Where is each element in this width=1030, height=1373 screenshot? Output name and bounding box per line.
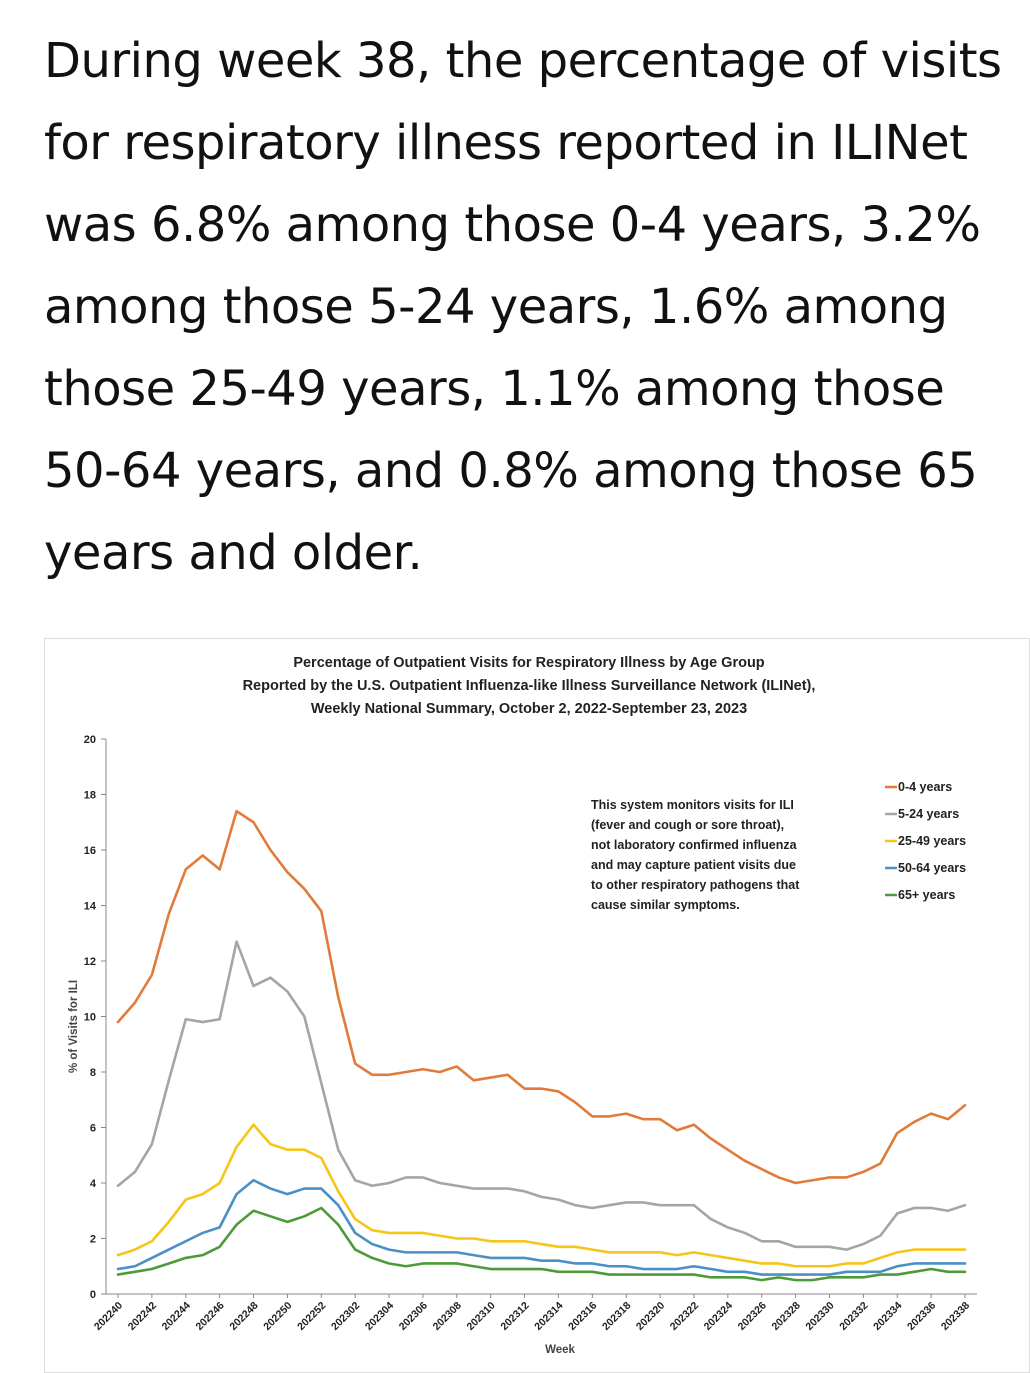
- x-axis-ticks: 202240 202242 202244 202246 202248 202250 2022…: [92, 1294, 972, 1333]
- legend-entry: 25-49 years: [898, 834, 966, 848]
- chart-title-line: Percentage of Outpatient Visits for Resp…: [293, 655, 764, 671]
- y-axis-label: % of Visits for ILI: [68, 980, 80, 1073]
- series-line-0-4-years: [116, 809, 967, 1185]
- x-tick-label: 202308: [431, 1300, 464, 1333]
- x-tick-label: 202304: [363, 1300, 396, 1333]
- y-tick-label: 2: [90, 1234, 96, 1246]
- y-tick-label: 18: [84, 790, 96, 802]
- x-tick-label: 202246: [193, 1300, 226, 1333]
- x-axis-label: Week: [545, 1344, 575, 1356]
- x-tick-label: 202310: [465, 1300, 498, 1333]
- chart-title: Percentage of Outpatient Visits for Resp…: [243, 655, 816, 717]
- chart-legend: 0-4 years 5-24 years 25-49 years 50-64 year…: [885, 780, 966, 902]
- chart-note-line: This system monitors visits for ILI: [591, 798, 794, 812]
- chart-note-line: cause similar symptoms.: [591, 898, 740, 912]
- chart-note-line: not laboratory confirmed influenza: [591, 838, 798, 852]
- x-tick-label: 202332: [837, 1300, 870, 1333]
- series-line-5-24-years: [116, 940, 967, 1251]
- legend-entry: 5-24 years: [898, 807, 959, 821]
- series-line-25-49-years: [116, 1123, 967, 1268]
- x-tick-label: 202320: [634, 1300, 667, 1333]
- x-tick-label: 202334: [871, 1300, 904, 1333]
- x-tick-label: 202338: [939, 1300, 972, 1333]
- chart-note-line: (fever and cough or sore throat),: [591, 818, 784, 832]
- legend-entry: 50-64 years: [898, 861, 966, 875]
- x-tick-label: 202336: [905, 1300, 938, 1333]
- x-tick-label: 202248: [227, 1300, 260, 1333]
- y-tick-label: 14: [84, 901, 97, 913]
- x-tick-label: 202322: [668, 1300, 701, 1333]
- x-tick-label: 202242: [126, 1300, 159, 1333]
- chart-title-line: Reported by the U.S. Outpatient Influenz…: [243, 678, 816, 694]
- chart-panel: Percentage of Outpatient Visits for Resp…: [44, 638, 1030, 1373]
- x-tick-label: 202326: [736, 1300, 769, 1333]
- x-tick-label: 202302: [329, 1300, 362, 1333]
- y-tick-label: 4: [90, 1178, 97, 1190]
- y-tick-label: 10: [84, 1012, 96, 1024]
- x-tick-label: 202318: [600, 1300, 633, 1333]
- x-tick-label: 202312: [498, 1300, 531, 1333]
- x-tick-label: 202330: [803, 1300, 836, 1333]
- x-tick-label: 202244: [160, 1300, 193, 1333]
- x-tick-label: 202250: [261, 1300, 294, 1333]
- chart-note-line: to other respiratory pathogens that: [591, 878, 800, 892]
- headline-text: During week 38, the percentage of visits…: [44, 33, 1002, 581]
- series-line-65-years: [116, 1206, 967, 1282]
- legend-entry: 0-4 years: [898, 780, 952, 794]
- y-tick-label: 20: [84, 734, 96, 746]
- x-tick-label: 202314: [532, 1300, 565, 1333]
- x-tick-label: 202306: [397, 1300, 430, 1333]
- ili-line-chart: Percentage of Outpatient Visits for Resp…: [68, 655, 977, 1356]
- y-tick-label: 6: [90, 1123, 96, 1135]
- chart-series: [116, 809, 967, 1282]
- chart-title-line: Weekly National Summary, October 2, 2022…: [311, 701, 747, 717]
- legend-entry: 65+ years: [898, 888, 955, 902]
- x-tick-label: 202252: [295, 1300, 328, 1333]
- y-tick-label: 0: [90, 1289, 96, 1301]
- y-axis-ticks: 0 2 4 6 8 10 12 14 16 18 20: [84, 734, 106, 1301]
- x-tick-label: 202316: [566, 1300, 599, 1333]
- y-tick-label: 8: [90, 1067, 96, 1079]
- y-tick-label: 16: [84, 845, 96, 857]
- chart-note: This system monitors visits for ILI (feve…: [591, 798, 800, 912]
- x-tick-label: 202240: [92, 1300, 125, 1333]
- x-tick-label: 202324: [702, 1300, 735, 1333]
- y-tick-label: 12: [84, 956, 96, 968]
- x-tick-label: 202328: [769, 1300, 802, 1333]
- chart-note-line: and may capture patient visits due: [591, 858, 796, 872]
- series-line-50-64-years: [116, 1178, 967, 1276]
